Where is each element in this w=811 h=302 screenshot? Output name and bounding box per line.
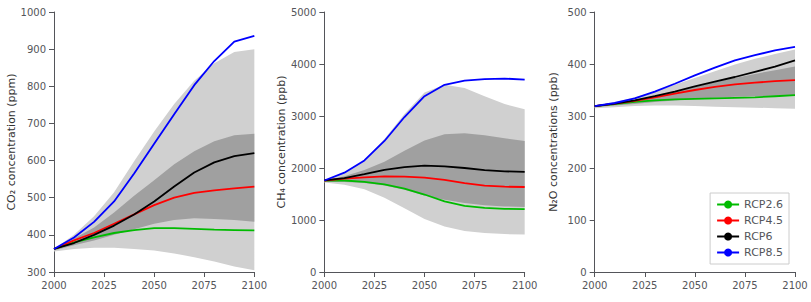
svg-text:300: 300 — [568, 111, 587, 122]
svg-text:CO₂ concentration (ppm): CO₂ concentration (ppm) — [5, 73, 18, 210]
svg-text:200: 200 — [568, 163, 587, 174]
svg-text:2050: 2050 — [141, 280, 166, 291]
svg-text:2000: 2000 — [582, 280, 607, 291]
svg-text:2075: 2075 — [732, 280, 757, 291]
svg-text:4000: 4000 — [291, 59, 316, 70]
svg-text:300: 300 — [27, 267, 46, 278]
svg-text:RCP8.5: RCP8.5 — [744, 246, 783, 259]
svg-text:2075: 2075 — [462, 280, 487, 291]
svg-text:2100: 2100 — [242, 280, 267, 291]
svg-text:2025: 2025 — [362, 280, 387, 291]
svg-text:1000: 1000 — [291, 215, 316, 226]
svg-text:500: 500 — [27, 192, 46, 203]
svg-text:N₂O concentrations (ppb): N₂O concentrations (ppb) — [547, 72, 560, 212]
svg-text:900: 900 — [27, 44, 46, 55]
svg-text:2000: 2000 — [41, 280, 66, 291]
svg-text:2100: 2100 — [782, 280, 807, 291]
svg-text:RCP4.5: RCP4.5 — [744, 214, 783, 227]
svg-text:2100: 2100 — [512, 280, 537, 291]
svg-text:800: 800 — [27, 81, 46, 92]
svg-text:2025: 2025 — [91, 280, 116, 291]
svg-text:3000: 3000 — [291, 111, 316, 122]
svg-text:600: 600 — [27, 155, 46, 166]
svg-text:2050: 2050 — [682, 280, 707, 291]
svg-text:0: 0 — [310, 267, 316, 278]
svg-text:0: 0 — [580, 267, 586, 278]
svg-text:2050: 2050 — [412, 280, 437, 291]
svg-text:RCP6: RCP6 — [744, 230, 772, 243]
svg-text:400: 400 — [27, 229, 46, 240]
svg-text:2075: 2075 — [192, 280, 217, 291]
svg-text:2000: 2000 — [291, 163, 316, 174]
svg-text:2025: 2025 — [632, 280, 657, 291]
svg-text:1000: 1000 — [21, 7, 46, 18]
svg-text:RCP2.6: RCP2.6 — [744, 198, 783, 211]
svg-text:400: 400 — [568, 59, 587, 70]
svg-text:500: 500 — [568, 7, 587, 18]
svg-text:5000: 5000 — [291, 7, 316, 18]
svg-text:700: 700 — [27, 118, 46, 129]
svg-text:100: 100 — [568, 215, 587, 226]
svg-text:CH₄ concentration (ppb): CH₄ concentration (ppb) — [275, 75, 288, 208]
svg-text:2000: 2000 — [312, 280, 337, 291]
